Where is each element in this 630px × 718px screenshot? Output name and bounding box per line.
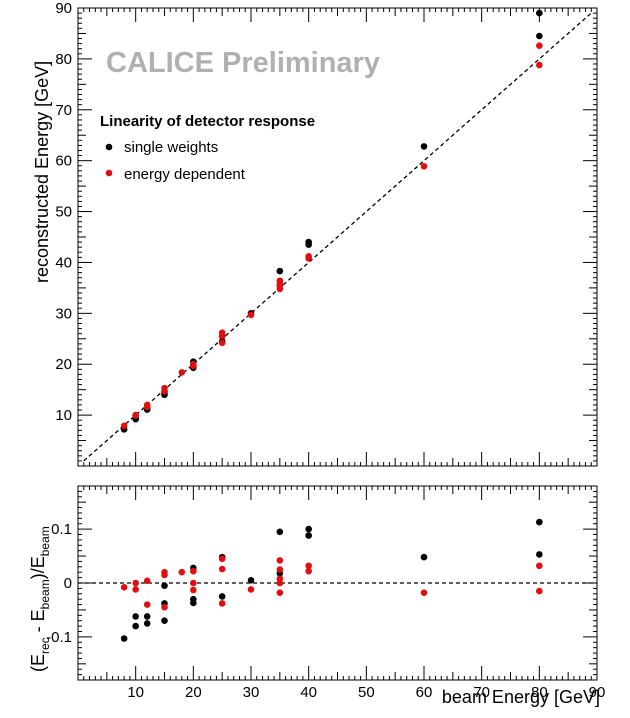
residual-point-single-weights (218, 593, 226, 600)
residual-point-energy-dependent (276, 566, 284, 573)
residual-point-energy-dependent (305, 562, 312, 570)
bottom-x-tick-label: 70 (473, 684, 490, 701)
residual-point-single-weights (132, 613, 139, 620)
point-single-weights (420, 143, 428, 150)
top-data-points (120, 9, 543, 433)
top-axis-ticks: 10 20 30 40 50 60 70 80 90 (55, 0, 597, 466)
residual-point-single-weights (247, 577, 255, 584)
residual-point-single-weights (161, 617, 168, 625)
residual-point-energy-dependent (420, 589, 428, 596)
point-single-weights (536, 9, 543, 17)
residual-point-energy-dependent (190, 579, 197, 587)
residual-point-single-weights (190, 595, 197, 603)
point-energy-dependent (178, 369, 186, 376)
residual-point-energy-dependent (276, 589, 284, 596)
bottom-y-tick-label: 0.1 (51, 521, 72, 538)
bottom-y-axis-title: (Erec - Ebeam)/Ebeam (28, 526, 52, 672)
residual-point-single-weights (161, 582, 168, 589)
x-axis-title: beam Energy [GeV] (442, 687, 600, 707)
residual-point-single-weights (420, 553, 428, 561)
point-energy-dependent (247, 311, 255, 319)
residual-point-single-weights (305, 532, 312, 539)
bottom-data-points (120, 518, 543, 642)
residual-point-energy-dependent (143, 601, 151, 608)
residual-point-energy-dependent (132, 586, 139, 593)
calice-preliminary-label: CALICE Preliminary (106, 47, 380, 79)
point-energy-dependent (143, 401, 151, 409)
point-energy-dependent (420, 162, 428, 170)
point-energy-dependent (536, 42, 543, 49)
point-energy-dependent (218, 339, 226, 347)
top-y-tick-label: 70 (55, 102, 72, 119)
point-energy-dependent (161, 384, 168, 392)
residual-point-energy-dependent (190, 567, 197, 575)
identity-reference-line (83, 12, 592, 462)
bottom-x-tick-label: 80 (531, 684, 548, 701)
point-energy-dependent (190, 360, 197, 368)
residual-point-energy-dependent (143, 577, 151, 585)
top-y-tick-label: 60 (55, 153, 72, 170)
residual-point-energy-dependent (276, 575, 284, 582)
residual-point-energy-dependent (132, 579, 139, 587)
bottom-x-tick-label: 60 (416, 684, 433, 701)
point-energy-dependent (276, 277, 284, 285)
top-y-tick-label: 80 (55, 51, 72, 68)
residual-point-energy-dependent (276, 557, 284, 564)
residual-point-single-weights (536, 551, 543, 558)
bottom-x-tick-label: 10 (127, 684, 144, 701)
legend-marker-single-weights (105, 143, 113, 151)
residual-point-single-weights (143, 620, 151, 627)
bottom-x-tick-label: 20 (185, 684, 202, 701)
legend-marker-energy-dependent (105, 169, 113, 177)
residual-point-energy-dependent (305, 567, 312, 575)
legend-label-energy-dependent: energy dependent (124, 166, 246, 183)
residual-point-single-weights (536, 518, 543, 526)
point-single-weights (276, 267, 284, 275)
point-single-weights (305, 238, 312, 246)
residual-point-energy-dependent (161, 568, 168, 576)
residual-point-energy-dependent (536, 587, 543, 595)
top-y-tick-label: 50 (55, 204, 72, 221)
point-energy-dependent (218, 329, 226, 336)
top-y-axis-title: reconstructed Energy [GeV] (32, 61, 52, 283)
bottom-x-tick-label: 90 (589, 684, 606, 701)
point-energy-dependent (536, 61, 543, 69)
bottom-y-tick-label: -0.1 (46, 629, 72, 646)
bottom-panel: 10 20 30 40 50 60 70 80 90 -0.1 0 0.1 (Erec - Ebeam… (28, 485, 605, 707)
top-y-tick-label: 10 (55, 407, 72, 424)
residual-point-energy-dependent (247, 586, 255, 593)
residual-point-single-weights (305, 525, 312, 533)
bottom-x-tick-label: 40 (300, 684, 317, 701)
residual-point-single-weights (120, 635, 128, 642)
point-energy-dependent (132, 411, 139, 419)
residual-point-energy-dependent (120, 584, 128, 591)
top-y-tick-label: 40 (55, 254, 72, 271)
residual-point-energy-dependent (536, 562, 543, 570)
residual-point-energy-dependent (178, 568, 186, 576)
residual-point-single-weights (276, 528, 284, 536)
residual-point-single-weights (143, 613, 151, 620)
residual-point-energy-dependent (161, 603, 168, 611)
top-y-tick-label: 20 (55, 356, 72, 373)
legend-label-single-weights: single weights (124, 139, 218, 156)
point-single-weights (536, 32, 543, 40)
bottom-axis-ticks: 10 20 30 40 50 60 70 80 90 -0.1 0 0.1 (46, 486, 605, 701)
residual-point-energy-dependent (218, 555, 226, 563)
residual-point-energy-dependent (218, 565, 226, 573)
top-y-tick-label: 90 (55, 0, 72, 17)
top-y-tick-label: 30 (55, 305, 72, 322)
legend-title: Linearity of detector response (100, 113, 315, 130)
residual-point-energy-dependent (190, 586, 197, 594)
residual-point-energy-dependent (218, 600, 226, 607)
point-energy-dependent (120, 422, 128, 430)
residual-point-single-weights (132, 622, 139, 630)
point-energy-dependent (305, 253, 312, 260)
bottom-x-tick-label: 30 (243, 684, 260, 701)
top-panel: 10 20 30 40 50 60 70 80 90 CALICE Preliminary Li… (32, 0, 598, 467)
bottom-y-tick-label: 0 (64, 575, 72, 592)
bottom-x-tick-label: 50 (358, 684, 375, 701)
